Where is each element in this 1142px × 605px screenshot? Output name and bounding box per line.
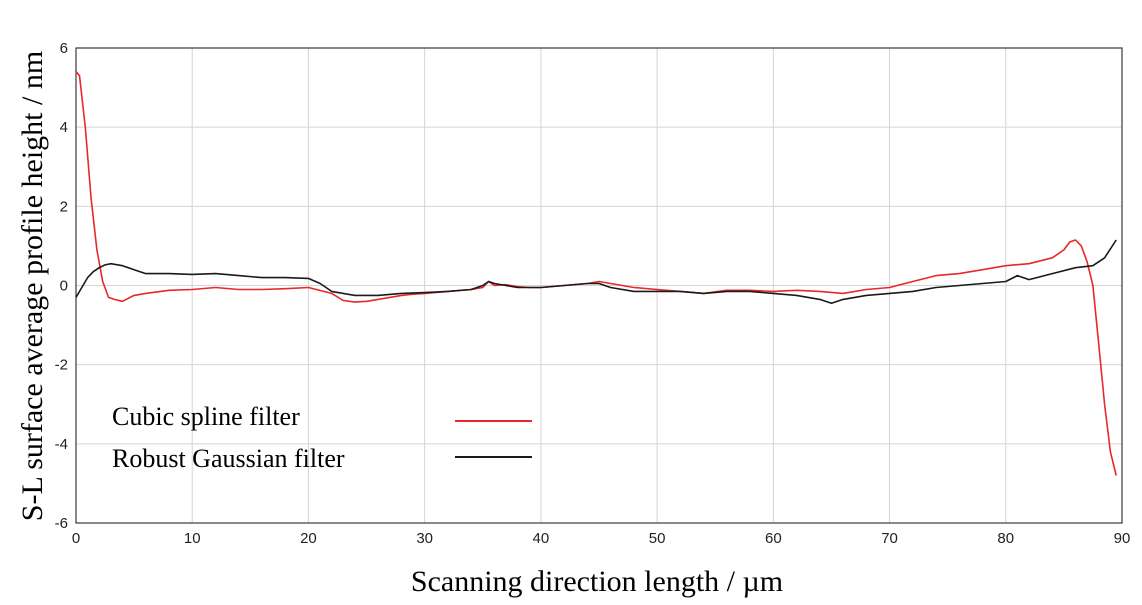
legend-label-series-0: Cubic spline filter <box>112 402 300 431</box>
x-tick-label: 0 <box>72 530 80 547</box>
y-tick-label: -2 <box>55 357 68 374</box>
x-tick-label: 80 <box>997 530 1014 547</box>
y-tick-label: -4 <box>55 436 68 453</box>
y-tick-label: -6 <box>55 515 68 532</box>
x-tick-label: 70 <box>881 530 898 547</box>
series-lines <box>75 71 1117 476</box>
y-tick-label: 2 <box>60 198 68 215</box>
x-tick-label: 90 <box>1114 530 1131 547</box>
y-tick-label: 6 <box>60 40 68 57</box>
plot-area-frame <box>75 47 1123 524</box>
x-tick-label: 10 <box>184 530 201 547</box>
x-axis-title: Scanning direction length / µm <box>411 565 783 598</box>
x-tick-label: 30 <box>416 530 433 547</box>
tick-labels: 0 10 20 30 40 50 60 70 80 90 -6 -4 -2 0 2 4 6 <box>55 40 1131 547</box>
series-line-1 <box>75 239 1117 305</box>
y-tick-label: 0 <box>60 278 68 295</box>
legend: Cubic spline filter Robust Gaussian filt… <box>112 402 532 473</box>
x-tick-label: 60 <box>765 530 782 547</box>
x-tick-label: 40 <box>533 530 550 547</box>
x-tick-label: 50 <box>649 530 666 547</box>
y-axis-title: S-L surface average profile height / nm <box>16 51 49 521</box>
y-tick-label: 4 <box>60 119 68 136</box>
x-tick-label: 20 <box>300 530 317 547</box>
legend-label-series-1: Robust Gaussian filter <box>112 444 345 473</box>
